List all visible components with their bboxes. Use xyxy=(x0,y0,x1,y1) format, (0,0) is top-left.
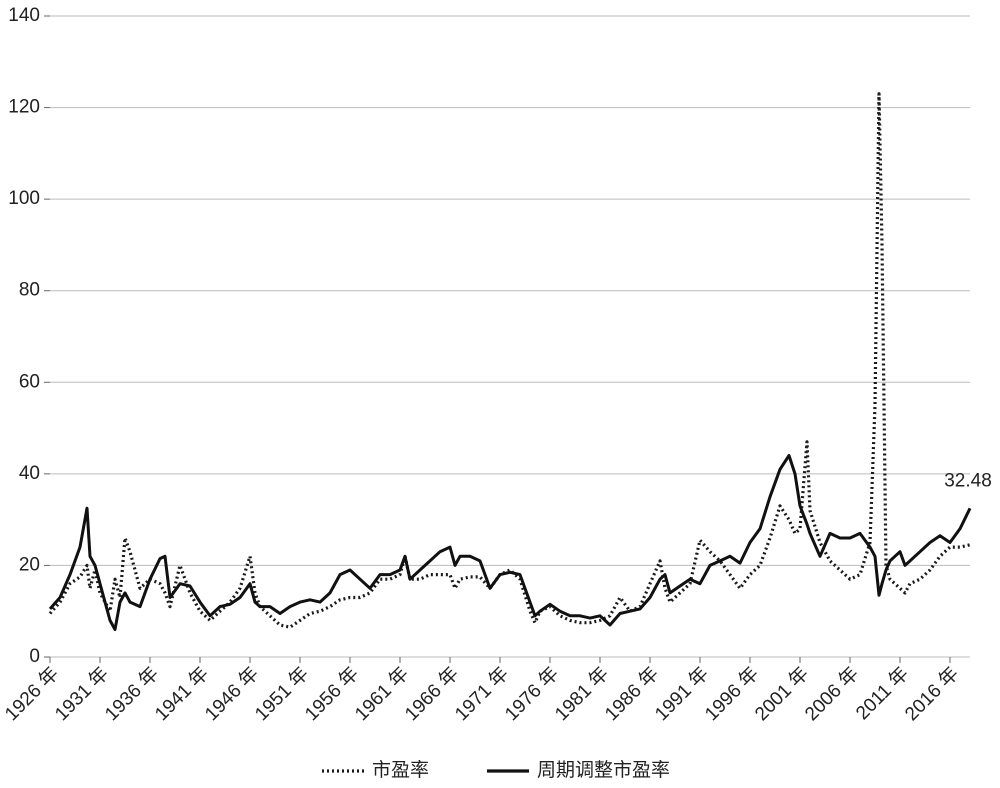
x-tick-label: 1991 年 xyxy=(650,663,713,726)
legend-label: 市盈率 xyxy=(372,759,429,781)
x-tick-label: 1926 年 xyxy=(0,663,63,726)
x-tick-label: 1931 年 xyxy=(50,663,113,726)
x-tick-label: 1956 年 xyxy=(300,663,363,726)
y-tick-label: 80 xyxy=(19,280,40,301)
x-tick-label: 2016 年 xyxy=(900,663,963,726)
y-tick-label: 120 xyxy=(8,97,40,118)
y-tick-label: 0 xyxy=(29,646,40,667)
x-tick-label: 1936 年 xyxy=(100,663,163,726)
x-tick-label: 1986 年 xyxy=(600,663,663,726)
x-tick-label: 1981 年 xyxy=(550,663,613,726)
x-tick-label: 2011 年 xyxy=(851,663,913,725)
x-tick-label: 2001 年 xyxy=(750,663,813,726)
series-line xyxy=(48,454,972,631)
x-tick-label: 1951 年 xyxy=(250,663,313,726)
x-tick-label: 1976 年 xyxy=(500,663,563,726)
x-tick-label: 1961 年 xyxy=(350,663,413,726)
y-tick-label: 60 xyxy=(19,371,40,392)
x-tick-label: 2006 年 xyxy=(800,663,863,726)
y-tick-label: 100 xyxy=(8,188,40,209)
y-tick-label: 140 xyxy=(8,5,40,26)
end-value-label: 32.48 xyxy=(944,470,992,491)
y-tick-label: 20 xyxy=(19,554,40,575)
x-tick-label: 1941 年 xyxy=(150,663,213,726)
legend-label: 周期调整市盈率 xyxy=(537,759,670,781)
x-tick-label: 1966 年 xyxy=(400,663,463,726)
x-tick-label: 1996 年 xyxy=(700,663,763,726)
x-tick-label: 1946 年 xyxy=(200,663,263,726)
series-line xyxy=(48,92,971,629)
y-tick-label: 40 xyxy=(19,463,40,484)
x-tick-label: 1971 年 xyxy=(450,663,513,726)
